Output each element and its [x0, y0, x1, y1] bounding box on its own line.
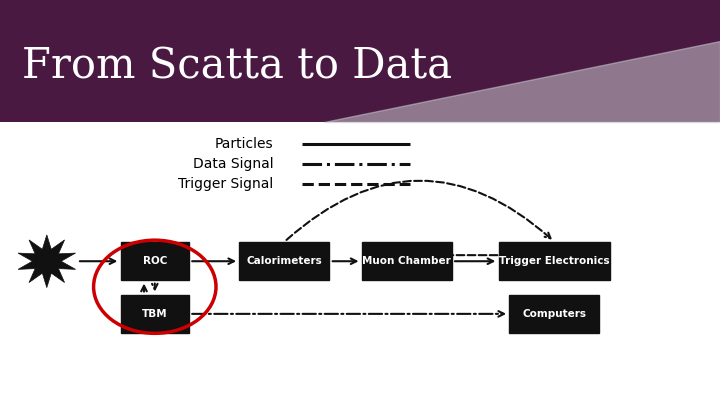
Polygon shape: [324, 40, 720, 122]
FancyBboxPatch shape: [121, 242, 189, 280]
Text: Muon Chamber: Muon Chamber: [362, 256, 451, 266]
FancyBboxPatch shape: [498, 242, 611, 280]
FancyArrowPatch shape: [287, 181, 551, 240]
FancyArrowPatch shape: [192, 311, 504, 317]
Text: From Scatta to Data: From Scatta to Data: [22, 46, 451, 88]
FancyArrowPatch shape: [192, 258, 234, 264]
FancyArrowPatch shape: [333, 258, 356, 264]
FancyBboxPatch shape: [121, 295, 189, 333]
Text: Data Signal: Data Signal: [193, 157, 274, 171]
Text: Trigger Electronics: Trigger Electronics: [499, 256, 610, 266]
FancyArrowPatch shape: [141, 286, 147, 292]
FancyArrowPatch shape: [152, 284, 158, 289]
Text: ROC: ROC: [143, 256, 167, 266]
Text: Computers: Computers: [523, 309, 586, 319]
Text: Trigger Signal: Trigger Signal: [179, 177, 274, 191]
FancyBboxPatch shape: [0, 0, 720, 122]
FancyArrowPatch shape: [80, 258, 115, 264]
FancyBboxPatch shape: [510, 295, 599, 333]
Text: Calorimeters: Calorimeters: [246, 256, 323, 266]
Text: Particles: Particles: [215, 137, 274, 151]
Polygon shape: [18, 235, 76, 288]
FancyBboxPatch shape: [361, 242, 452, 280]
FancyArrowPatch shape: [455, 258, 493, 264]
Text: TBM: TBM: [142, 309, 168, 319]
FancyBboxPatch shape: [239, 242, 330, 280]
